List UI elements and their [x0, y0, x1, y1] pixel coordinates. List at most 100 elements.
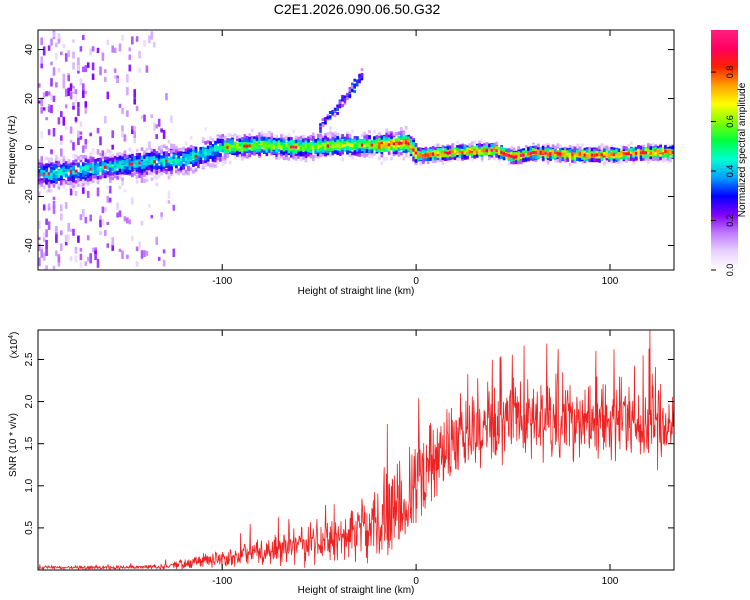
spectrogram-cell	[358, 144, 362, 148]
spectrogram-cell	[292, 142, 296, 146]
spectrogram-cell	[199, 153, 203, 158]
spectrogram-cell	[258, 135, 261, 139]
spectrogram-cell	[541, 146, 545, 150]
spectrogram-cell	[160, 155, 163, 159]
snr-ylabel: SNR (10 * v/v)	[8, 413, 19, 477]
spectrogram-cell	[47, 188, 51, 193]
spectrogram-cell	[294, 139, 298, 144]
spectrogram-cell	[649, 146, 653, 150]
spectrogram-cell	[338, 152, 342, 156]
spectrogram-cell	[463, 154, 467, 159]
spectrogram-cell	[138, 155, 141, 160]
spectrogram-cell	[561, 150, 565, 155]
spectrogram-cell	[111, 167, 115, 172]
spectrogram-cell	[62, 181, 66, 186]
spectrogram-cell	[223, 143, 227, 147]
spectrogram-cell	[250, 136, 254, 140]
spectrogram-cell	[343, 99, 347, 103]
spectrogram-cell	[135, 180, 139, 184]
spectrogram-cell	[165, 170, 168, 175]
spectrogram-cell	[595, 154, 599, 159]
spectrogram-cell	[524, 152, 528, 156]
spectrogram-cell	[605, 150, 609, 155]
spectrogram-cell	[106, 185, 110, 190]
spectrogram-cell	[62, 44, 66, 49]
spectrogram-cell	[267, 147, 271, 151]
spectrogram-cell	[79, 177, 83, 181]
spectrogram-cell	[270, 136, 274, 140]
spectrogram-cell	[150, 167, 154, 171]
spectrogram-cell	[187, 153, 190, 158]
spectrogram-cell	[197, 153, 200, 158]
spectrogram-cell	[277, 154, 281, 159]
spectrogram-cell	[260, 134, 264, 138]
spectrogram-cell	[79, 121, 83, 127]
spectrogram-cell	[118, 103, 122, 108]
spectrogram-cell	[426, 157, 430, 161]
spectrogram-cell	[436, 143, 440, 148]
spectrogram-cell	[559, 155, 562, 160]
spectrogram-cell	[409, 144, 413, 149]
spectrogram-cell	[353, 136, 357, 140]
spectrogram-cell	[148, 152, 151, 157]
spectrogram-cell	[434, 156, 437, 161]
spectrogram-cell	[280, 152, 283, 157]
spectrogram-cell	[294, 149, 298, 153]
spectrogram-cell	[211, 155, 215, 160]
spectrogram-cell	[128, 159, 132, 163]
spectrogram-cell	[331, 150, 335, 155]
spectrogram-cell	[50, 160, 53, 164]
spectrogram-cell	[177, 151, 181, 156]
spectrogram-cell	[270, 139, 274, 143]
spectrogram-cell	[331, 111, 334, 115]
spectrogram-cell	[551, 155, 555, 160]
spectrogram-cell	[275, 134, 278, 139]
spectrogram-cell	[148, 204, 151, 208]
spectrogram-cell	[57, 183, 61, 187]
spectrogram-cell	[341, 139, 344, 144]
spectrogram-cell	[664, 150, 667, 154]
spectrogram-cell	[175, 145, 178, 150]
spectrogram-cell	[324, 140, 327, 144]
spectrogram-cell	[52, 128, 56, 137]
spectrogram-cell	[314, 154, 318, 158]
spectrogram-cell	[351, 151, 354, 156]
spectrogram-cell	[162, 249, 166, 254]
spectrogram-ylabel: Frequency (Hz)	[7, 116, 18, 185]
spectrogram-cell	[395, 148, 398, 152]
spectrogram-cell	[79, 168, 83, 173]
spectrogram-cell	[238, 138, 242, 142]
spectrogram-cell	[593, 153, 596, 158]
spectrogram-cell	[140, 174, 144, 183]
spectrogram-cell	[341, 150, 344, 155]
spectrogram-cell	[392, 142, 396, 146]
spectrogram-cell	[64, 241, 68, 246]
spectrogram-cell	[219, 158, 222, 162]
spectrogram-cell	[55, 164, 58, 168]
spectrogram-cell	[529, 146, 533, 151]
spectrogram-cell	[116, 152, 119, 157]
spectrogram-cell	[522, 150, 525, 154]
spectrogram-cell	[392, 147, 396, 152]
spectrogram-cell	[157, 155, 161, 159]
spectrogram-cell	[652, 157, 655, 162]
spectrogram-cell	[625, 159, 628, 163]
spectrogram-cell	[541, 157, 545, 161]
spectrogram-cell	[483, 143, 486, 147]
spectrogram-cell	[632, 150, 636, 155]
spectrogram-cell	[206, 162, 210, 166]
spectrogram-cell	[652, 147, 655, 151]
spectrogram-cell	[441, 153, 445, 158]
spectrogram-cell	[576, 157, 579, 161]
snr-multiplier: (x104)	[8, 332, 20, 359]
spectrogram-cell	[387, 151, 391, 155]
spectrogram-cell	[656, 154, 660, 159]
spectrogram-cell	[60, 141, 63, 145]
spectrogram-cell	[373, 142, 376, 146]
spectrogram-cell	[157, 146, 161, 150]
spectrogram-cell	[38, 169, 41, 173]
spectrogram-cell	[358, 73, 361, 77]
spectrogram-cell	[153, 122, 156, 132]
spectrogram-cell	[309, 135, 313, 139]
spectrogram-cell	[177, 171, 181, 175]
